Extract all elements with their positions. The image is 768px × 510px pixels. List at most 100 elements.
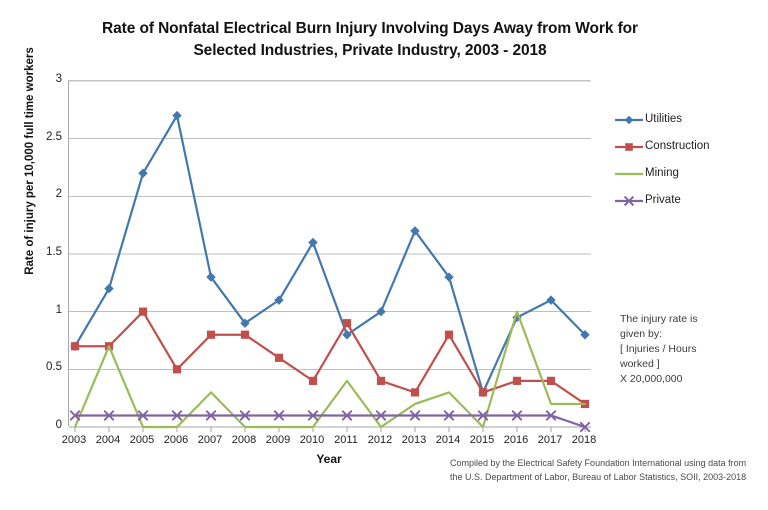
data-point-marker	[172, 110, 182, 121]
legend-swatch-x-icon	[614, 194, 644, 208]
annotation-line: given by:	[620, 327, 663, 340]
series-line	[73, 414, 587, 429]
chart-plot-svg	[69, 80, 591, 433]
source-line: the U.S. Department of Labor, Bureau of …	[450, 471, 747, 482]
data-point-marker	[103, 410, 115, 421]
series-line	[73, 310, 587, 429]
data-point-marker	[545, 410, 557, 421]
series-mining	[73, 310, 587, 429]
x-axis-tick-label: 2011	[334, 434, 358, 446]
data-point-marker	[274, 353, 284, 362]
legend-item-mining[interactable]: Mining	[614, 164, 764, 184]
x-axis-tick-label: 2005	[129, 434, 155, 446]
x-axis-tick-label: 2015	[469, 434, 495, 446]
data-point-marker	[444, 272, 454, 282]
data-point-marker	[410, 226, 420, 236]
legend-label: Private	[645, 194, 681, 207]
data-point-marker	[70, 342, 80, 351]
data-point-marker	[274, 295, 284, 305]
series-private	[69, 410, 591, 433]
plot-area	[68, 80, 591, 433]
data-point-marker	[478, 388, 488, 397]
legend-swatch-square-icon	[614, 140, 644, 154]
y-axis-tick-label: 0.5	[46, 361, 62, 374]
y-axis-tick-label: 1.5	[46, 246, 62, 258]
x-axis-tick-label: 2014	[435, 434, 461, 446]
data-point-marker	[512, 376, 522, 385]
y-axis-tick-label: 1	[55, 303, 62, 316]
data-point-marker	[477, 410, 489, 421]
data-point-marker	[341, 410, 353, 421]
data-point-marker	[206, 272, 216, 282]
data-point-marker	[240, 330, 250, 339]
x-axis-tick-label: 2004	[95, 434, 121, 446]
legend-swatch-diamond-icon	[614, 113, 644, 127]
annotation-line: [ Injuries / Hours	[620, 342, 697, 355]
data-point-marker	[546, 376, 556, 385]
data-point-marker	[444, 330, 454, 339]
x-axis-tick-label: 2010	[299, 434, 325, 446]
series-line	[73, 310, 587, 406]
x-axis-tick-label: 2008	[231, 434, 257, 446]
data-point-marker	[410, 388, 420, 397]
data-point-marker	[376, 376, 386, 385]
annotation-line: worked ]	[620, 357, 660, 370]
injury-rate-formula-note: The injury rate is given by: [ Injuries / …	[620, 312, 752, 387]
data-point-marker	[376, 306, 386, 317]
legend-label: Utilities	[645, 113, 683, 126]
source-credit-note: Compiled by the Electrical Safety Founda…	[450, 457, 760, 484]
data-point-marker	[342, 330, 352, 340]
y-axis-tick-label: 3	[55, 73, 62, 85]
data-point-marker	[443, 410, 455, 421]
data-point-marker	[171, 410, 183, 421]
data-point-marker	[138, 168, 148, 178]
data-point-marker	[273, 410, 285, 421]
series-line	[73, 114, 587, 394]
annotation-line: The injury rate is	[620, 313, 698, 325]
x-axis-tick-label: 2003	[61, 434, 87, 446]
data-point-marker	[205, 410, 217, 421]
data-point-marker	[511, 410, 523, 421]
x-axis-tick-label: 2012	[367, 434, 393, 446]
source-line: Compiled by the Electrical Safety Founda…	[450, 458, 747, 468]
chart-title-line-1: Rate of Nonfatal Electrical Burn Injury …	[102, 20, 638, 37]
series-construction	[70, 307, 590, 409]
x-axis-tick-label: 2017	[537, 434, 563, 446]
data-point-marker	[104, 283, 114, 294]
x-axis-tick-label: 2013	[401, 434, 427, 446]
data-point-marker	[69, 410, 81, 421]
legend-label: Mining	[645, 167, 679, 180]
legend-item-private[interactable]: Private	[614, 191, 764, 211]
data-point-marker	[409, 410, 421, 421]
data-point-marker	[579, 421, 591, 433]
y-axis-title: Rate of injury per 10,000 full time work…	[24, 47, 36, 275]
chart-title-line-2: Selected Industries, Private Industry, 2…	[193, 42, 547, 60]
legend-swatch-none-icon	[614, 167, 644, 181]
x-axis-tick-label: 2009	[265, 434, 291, 446]
legend-item-utilities[interactable]: Utilities	[614, 110, 764, 130]
data-point-marker	[342, 319, 352, 328]
annotation-line: X 20,000,000	[620, 372, 683, 385]
x-axis-tick-label: 2018	[571, 434, 597, 446]
x-axis-title: Year	[316, 452, 342, 466]
data-point-marker	[580, 330, 590, 340]
x-axis-tick-label: 2006	[163, 434, 189, 446]
data-point-marker	[546, 295, 556, 305]
data-point-marker	[172, 365, 182, 374]
y-axis-tick-label: 2.5	[46, 130, 62, 143]
legend-item-construction[interactable]: Construction	[614, 137, 764, 157]
data-point-marker	[239, 410, 251, 421]
data-point-marker	[307, 410, 319, 421]
data-point-marker	[375, 410, 387, 421]
data-point-marker	[240, 318, 250, 328]
data-point-marker	[137, 410, 149, 421]
data-point-marker	[206, 330, 216, 339]
y-axis-tick-label: 0	[55, 419, 62, 431]
data-point-marker	[308, 237, 318, 248]
data-point-marker	[138, 307, 148, 316]
x-axis-tick-label: 2016	[503, 434, 529, 446]
chart-legend: Utilities Construction Mining Private	[614, 110, 764, 218]
data-point-marker	[308, 376, 318, 385]
legend-label: Construction	[645, 140, 710, 153]
